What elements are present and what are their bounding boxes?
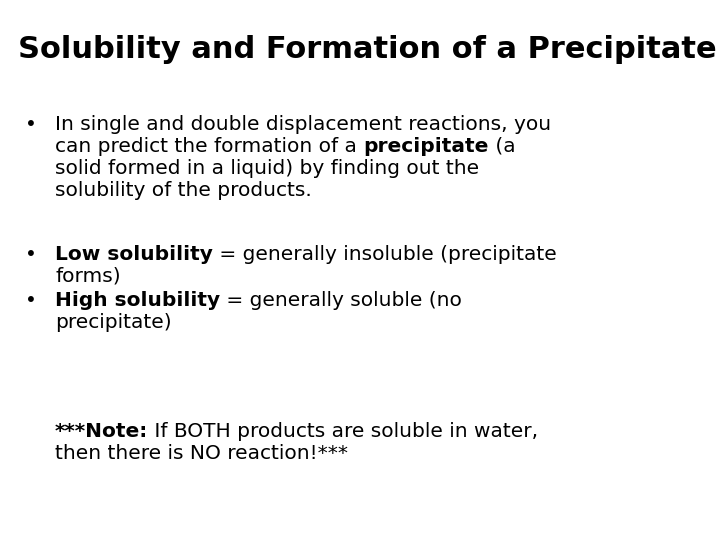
Text: ***Note:: ***Note:	[55, 422, 148, 441]
Text: solid formed in a liquid) by finding out the: solid formed in a liquid) by finding out…	[55, 159, 479, 178]
Text: = generally soluble (no: = generally soluble (no	[220, 291, 462, 310]
Text: Low solubility: Low solubility	[55, 245, 213, 264]
Text: •: •	[25, 115, 37, 134]
Text: = generally insoluble (precipitate: = generally insoluble (precipitate	[213, 245, 557, 264]
Text: High solubility: High solubility	[55, 291, 220, 310]
Text: then there is NO reaction!***: then there is NO reaction!***	[55, 444, 348, 463]
Text: precipitate: precipitate	[364, 137, 489, 156]
Text: If BOTH products are soluble in water,: If BOTH products are soluble in water,	[148, 422, 539, 441]
Text: precipitate): precipitate)	[55, 313, 171, 332]
Text: Solubility and Formation of a Precipitate: Solubility and Formation of a Precipitat…	[18, 35, 716, 64]
Text: •: •	[25, 291, 37, 310]
Text: can predict the formation of a: can predict the formation of a	[55, 137, 364, 156]
Text: •: •	[25, 245, 37, 264]
Text: (a: (a	[489, 137, 516, 156]
Text: forms): forms)	[55, 267, 121, 286]
Text: solubility of the products.: solubility of the products.	[55, 181, 312, 200]
Text: In single and double displacement reactions, you: In single and double displacement reacti…	[55, 115, 551, 134]
